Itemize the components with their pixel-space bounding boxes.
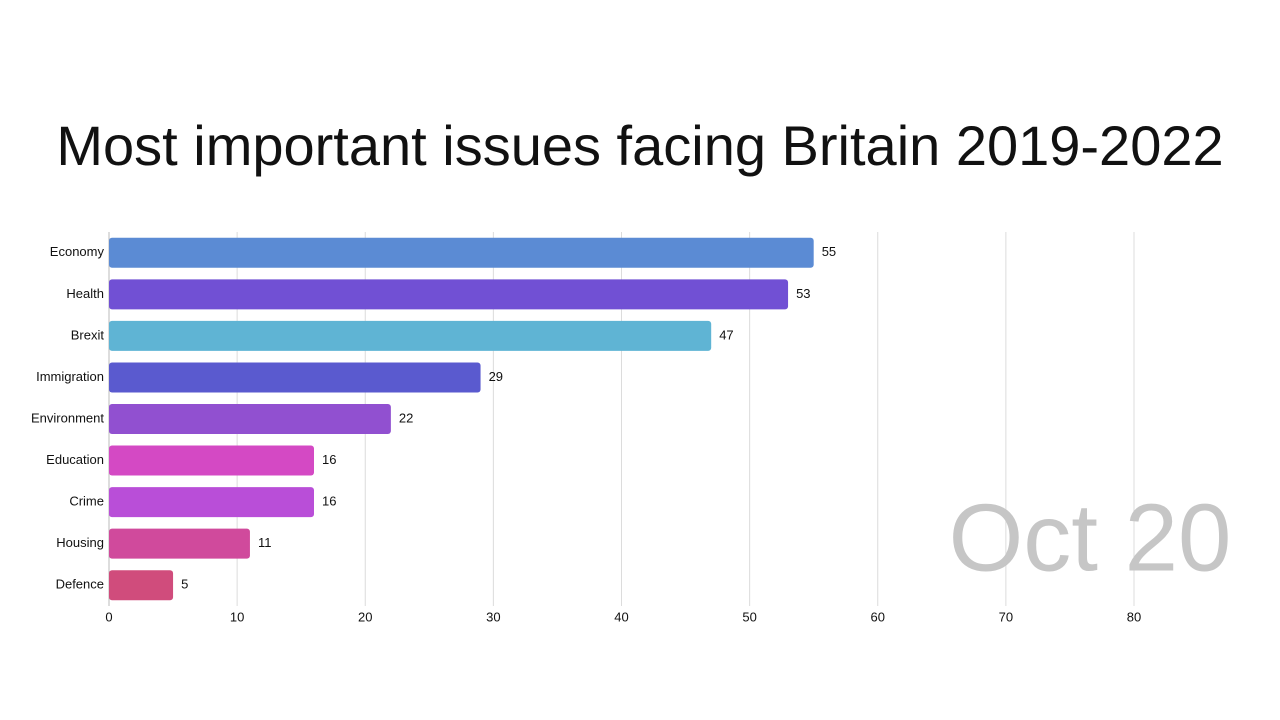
bar: [109, 404, 391, 434]
bar: [109, 362, 481, 393]
bar: [109, 570, 174, 601]
x-tick-label: 10: [230, 609, 244, 624]
bar: [109, 487, 314, 518]
y-tick-label: Health: [66, 286, 104, 301]
chart-title: Most important issues facing Britain 201…: [56, 114, 1223, 177]
value-label: 55: [822, 244, 836, 259]
bar: [109, 237, 814, 268]
value-label: 16: [322, 452, 336, 467]
x-tick-label: 50: [742, 609, 756, 624]
y-tick-label: Economy: [50, 244, 105, 259]
value-label: 16: [322, 494, 336, 509]
x-tick-label: 80: [1127, 609, 1141, 624]
bar: [109, 320, 712, 351]
value-label: 22: [399, 410, 413, 425]
value-label: 5: [181, 577, 188, 592]
bars: Economy 55 Health 53 Brexit 47 Immigration 29 En…: [31, 237, 836, 601]
y-tick-label: Housing: [56, 535, 104, 550]
date-label: Oct 20: [949, 484, 1232, 591]
y-tick-label: Crime: [69, 494, 104, 509]
y-tick-label: Brexit: [71, 327, 105, 342]
bar: [109, 445, 314, 476]
x-tick-label: 60: [871, 609, 885, 624]
x-tick-label: 70: [999, 609, 1013, 624]
y-tick-label: Immigration: [36, 369, 104, 384]
x-tick-label: 20: [358, 609, 372, 624]
x-tick-label: 30: [486, 609, 500, 624]
y-tick-label: Education: [46, 452, 104, 467]
value-label: 47: [719, 327, 733, 342]
value-label: 53: [796, 286, 810, 301]
bar: [109, 279, 789, 310]
y-tick-label: Defence: [56, 577, 104, 592]
x-tick-label: 0: [105, 609, 112, 624]
x-tick-label: 40: [614, 609, 628, 624]
bar: [109, 528, 250, 559]
value-label: 29: [489, 369, 503, 384]
y-tick-label: Environment: [31, 410, 104, 425]
value-label: 11: [258, 535, 272, 550]
